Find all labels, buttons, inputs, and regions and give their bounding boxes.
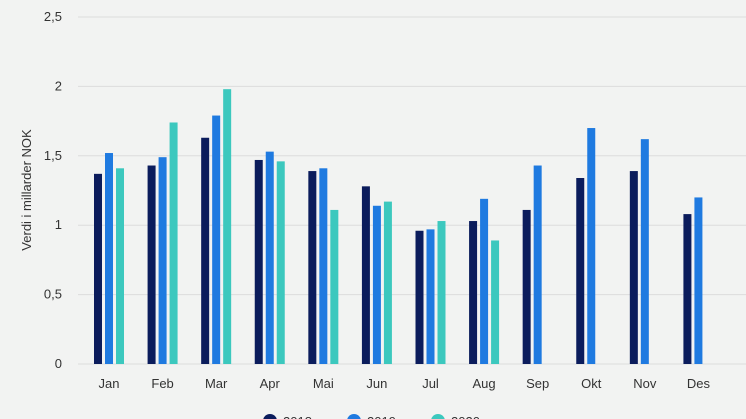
y-tick-label: 2 [55,78,62,93]
x-tick-label: Sep [526,376,549,391]
x-tick-label: Okt [581,376,602,391]
bar-2019-jan [105,153,113,364]
bar-2018-des [683,214,692,364]
y-axis-ticks: 0 0,5 1 1,5 2 2,5 [44,9,62,371]
bar-2019-mar [212,115,221,364]
bar-2020-aug [491,240,500,364]
bar-2020-mar [223,89,232,365]
bar-2020-mai [330,209,339,364]
y-axis-label: Verdi i millarder NOK [19,129,34,251]
x-tick-label: Jun [366,376,387,391]
bar-2019-sep [533,165,542,364]
legend-label-2019: 2019 [367,414,396,419]
bar-2020-apr [276,161,285,364]
bar-2020-jan [116,168,124,364]
bar-2018-jun [361,186,370,364]
x-tick-label: Jul [422,376,439,391]
bar-2018-mai [308,171,317,364]
bar-2018-aug [469,221,478,364]
bar-2018-feb [147,165,156,364]
y-tick-label: 2,5 [44,9,62,24]
bar-2019-jul [426,229,435,364]
bar-2018-sep [522,209,531,364]
x-tick-label: Des [687,376,711,391]
x-tick-label: Mai [313,376,334,391]
y-tick-label: 1 [55,217,62,232]
bar-2019-nov [640,139,649,364]
bar-2018-jul [415,230,424,364]
bar-2018-okt [576,178,585,364]
x-tick-label: Feb [151,376,173,391]
legend: 2018 2019 2020 [263,414,480,419]
bar-2019-feb [158,157,167,364]
bar-2018-apr [254,159,263,364]
bar-2018-jan [94,173,102,364]
bar-2019-okt [587,128,596,364]
bar-2019-mai [319,168,328,364]
y-tick-label: 0,5 [44,287,62,302]
x-axis-ticks: Jan Feb Mar Apr Mai Jun Jul Aug Sep Okt Nov Des [99,376,711,391]
bar-2018-nov [629,171,638,364]
x-tick-label: Aug [473,376,496,391]
legend-marker-2019 [347,414,361,419]
x-tick-label: Jan [99,376,120,391]
y-tick-label: 1,5 [44,148,62,163]
bar-2018-mar [201,137,210,364]
bar-2019-jun [372,205,381,364]
x-tick-label: Mar [205,376,228,391]
bars [94,89,703,365]
x-tick-label: Apr [260,376,281,391]
bar-2020-feb [169,122,178,364]
y-tick-label: 0 [55,356,62,371]
legend-marker-2018 [263,414,277,419]
legend-label-2018: 2018 [283,414,312,419]
bar-2019-aug [480,198,489,364]
bar-2020-jun [383,201,392,364]
x-tick-label: Nov [633,376,657,391]
legend-label-2020: 2020 [451,414,480,419]
bar-2019-des [694,197,703,364]
bar-2020-jul [437,221,446,364]
legend-marker-2020 [431,414,445,419]
bar-2019-apr [265,151,274,364]
